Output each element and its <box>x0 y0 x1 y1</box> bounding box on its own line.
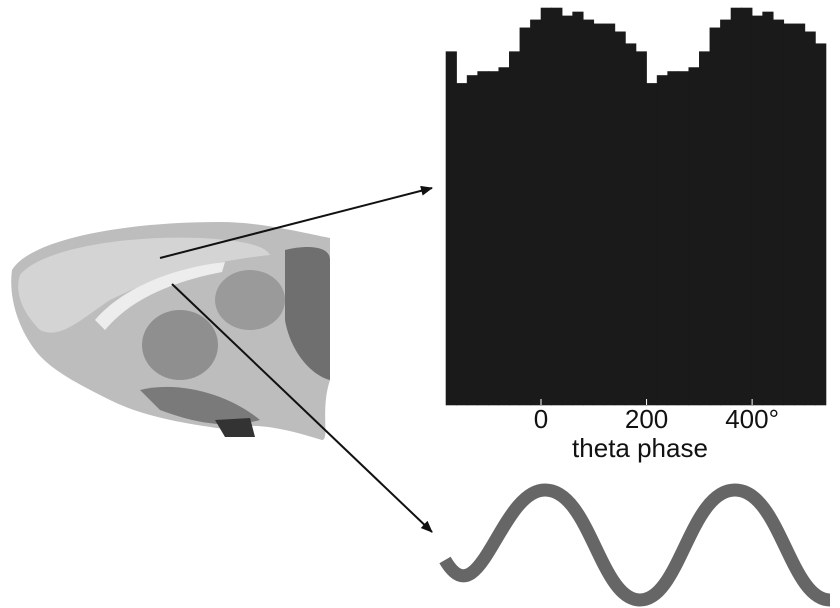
bar <box>741 7 753 406</box>
bar <box>804 31 816 406</box>
bar <box>614 31 626 406</box>
cortex <box>18 237 271 333</box>
dark-region <box>215 418 255 437</box>
bar <box>794 23 806 406</box>
brainstem <box>140 386 260 425</box>
bar <box>519 27 531 406</box>
bar <box>635 51 647 406</box>
bar <box>656 75 668 406</box>
bar <box>487 71 500 406</box>
bar <box>466 75 478 406</box>
x-tick-label: 200 <box>625 404 668 434</box>
bar <box>582 19 595 406</box>
bar <box>445 51 457 406</box>
corpus-callosum <box>95 262 225 330</box>
cerebellum <box>285 247 330 380</box>
bar <box>751 15 763 406</box>
bar <box>561 15 573 406</box>
bar <box>477 71 489 406</box>
bar <box>730 7 742 406</box>
bar <box>530 19 542 406</box>
bar <box>783 23 795 406</box>
bar <box>625 43 637 406</box>
theta-wave <box>439 483 832 607</box>
bar <box>688 67 700 406</box>
bar <box>540 7 552 406</box>
x-axis-label: theta phase <box>572 433 708 463</box>
thalamus <box>142 310 218 380</box>
bar <box>772 19 785 406</box>
arrow-to-wave <box>171 283 433 533</box>
bar <box>509 51 521 406</box>
bar <box>667 71 679 406</box>
bar <box>551 7 563 406</box>
bar <box>709 27 721 406</box>
bar <box>593 23 605 406</box>
bar <box>646 83 658 406</box>
bar <box>720 19 732 406</box>
bar <box>456 83 468 406</box>
bar <box>762 11 774 406</box>
bar <box>604 23 616 406</box>
bar <box>815 43 827 406</box>
bar <box>677 71 690 406</box>
midbrain <box>215 270 285 330</box>
x-tick-label: 400° <box>725 404 779 434</box>
bar <box>572 11 584 406</box>
brain-slice <box>11 222 331 440</box>
bar <box>498 67 510 406</box>
x-tick-label: 0 <box>534 404 548 434</box>
bar <box>699 51 711 406</box>
arrow-to-histogram <box>159 185 433 259</box>
